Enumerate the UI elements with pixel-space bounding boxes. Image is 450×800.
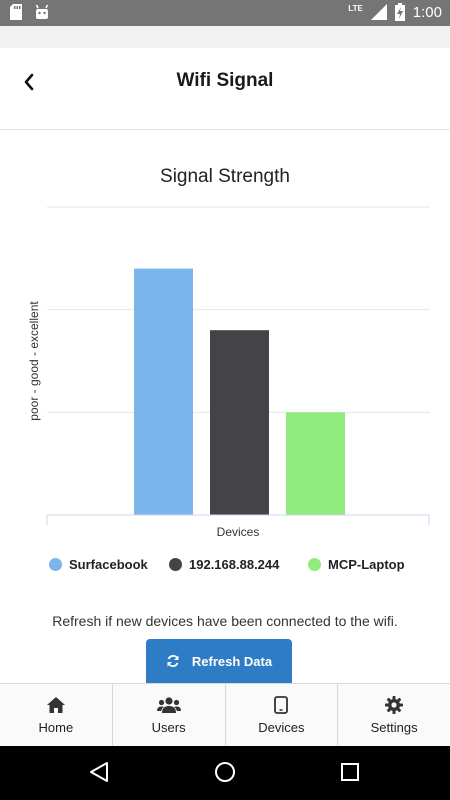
nav-item-devices[interactable]: Devices bbox=[226, 684, 339, 747]
battery-charging-icon bbox=[394, 3, 405, 21]
nav-item-home[interactable]: Home bbox=[0, 684, 113, 747]
nav-item-settings[interactable]: Settings bbox=[338, 684, 450, 747]
legend-label: MCP-Laptop bbox=[328, 557, 405, 572]
back-triangle-icon[interactable] bbox=[88, 761, 110, 783]
sd-card-icon bbox=[10, 4, 22, 20]
back-button[interactable] bbox=[16, 68, 44, 96]
nav-label: Users bbox=[151, 720, 186, 735]
legend-item-mcp-laptop[interactable]: MCP-Laptop bbox=[308, 557, 405, 572]
legend-label: 192.168.88.244 bbox=[189, 557, 280, 572]
bar-chart: Devices poor - good - excellent bbox=[27, 206, 430, 539]
refresh-data-label: Refresh Data bbox=[191, 653, 273, 669]
page-title: Wifi Signal bbox=[176, 70, 274, 91]
bar-surfacebook[interactable] bbox=[134, 268, 193, 515]
users-icon bbox=[156, 697, 181, 713]
chart-legend: Surfacebook 192.168.88.244 MCP-Laptop bbox=[0, 557, 450, 577]
top-strip bbox=[0, 26, 450, 48]
nav-label: Settings bbox=[370, 720, 418, 735]
android-icon bbox=[35, 4, 49, 19]
x-axis-label: Devices bbox=[217, 525, 260, 539]
nav-item-users[interactable]: Users bbox=[113, 684, 226, 747]
refresh-data-button[interactable]: Refresh Data bbox=[146, 639, 292, 683]
signal-icon bbox=[370, 4, 387, 20]
legend-dot bbox=[308, 558, 321, 571]
legend-item-surfacebook[interactable]: Surfacebook bbox=[49, 557, 148, 572]
legend-label: Surfacebook bbox=[69, 557, 148, 572]
nav-label: Devices bbox=[258, 720, 305, 735]
legend-dot bbox=[49, 558, 62, 571]
chevron-left-icon bbox=[24, 73, 34, 91]
bar-mcp-laptop[interactable] bbox=[286, 412, 345, 515]
refresh-icon bbox=[167, 655, 179, 667]
home-circle-icon[interactable] bbox=[214, 761, 236, 783]
recents-square-icon[interactable] bbox=[341, 763, 359, 781]
app-header: Wifi Signal bbox=[0, 48, 450, 130]
refresh-info-text: Refresh if new devices have been connect… bbox=[52, 613, 398, 629]
nav-label: Home bbox=[38, 720, 74, 735]
system-nav-bar bbox=[0, 746, 450, 800]
status-time: 1:00 bbox=[412, 3, 442, 21]
home-icon bbox=[46, 697, 65, 713]
y-axis-label: poor - good - excellent bbox=[27, 301, 41, 421]
chart-title: Signal Strength bbox=[160, 166, 290, 187]
bottom-nav: Home Users Devices bbox=[0, 683, 450, 747]
legend-item-ip-device[interactable]: 192.168.88.244 bbox=[169, 557, 279, 572]
status-bar: LTE 1:00 bbox=[0, 0, 450, 26]
gear-icon bbox=[385, 696, 404, 714]
legend-dot bbox=[169, 558, 182, 571]
bar-192-168-88-244[interactable] bbox=[210, 330, 269, 515]
network-type: LTE bbox=[348, 3, 363, 13]
tablet-icon bbox=[274, 696, 289, 714]
